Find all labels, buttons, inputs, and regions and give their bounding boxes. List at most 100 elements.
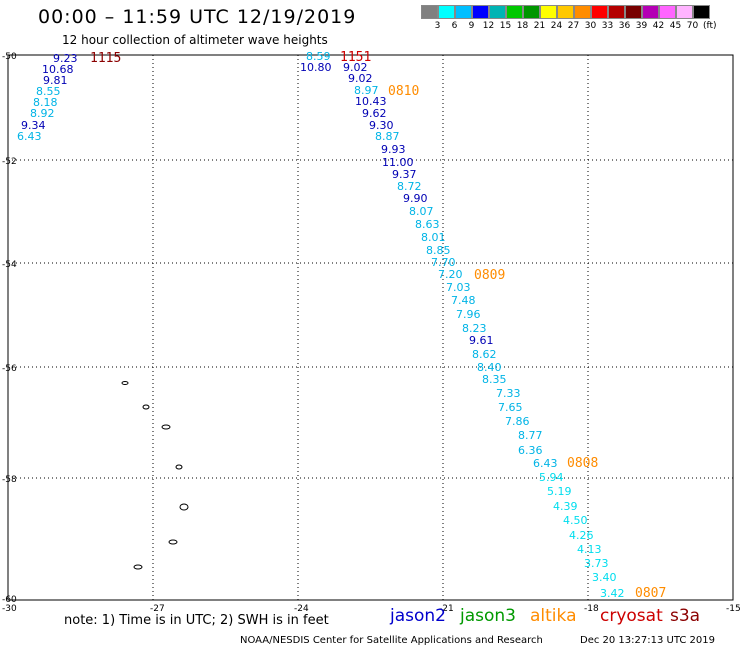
wave-height-value: 7.20 — [438, 268, 463, 281]
wave-height-value: 8.97 — [354, 84, 379, 97]
wave-height-value: 8.18 — [33, 96, 58, 109]
wave-height-value: 5.19 — [547, 485, 572, 498]
y-tick-label: -60 — [2, 595, 17, 605]
wave-height-value: 9.90 — [403, 192, 428, 205]
legend-swatch — [472, 5, 489, 19]
legend-swatch — [455, 5, 472, 19]
x-tick-label: -18 — [584, 604, 599, 614]
legend-swatch — [438, 5, 455, 19]
legend-label: 9 — [468, 21, 475, 31]
wave-height-value: 10.80 — [300, 61, 332, 74]
x-tick-label: -27 — [150, 604, 165, 614]
wave-height-value: 7.86 — [505, 415, 530, 428]
wave-height-value: 4.50 — [563, 514, 588, 527]
island-outline — [168, 539, 178, 545]
wave-height-value: 4.39 — [553, 500, 578, 513]
wave-height-value: 9.61 — [469, 334, 494, 347]
legend-label: 70 — [686, 21, 699, 31]
wave-height-value: 7.96 — [456, 308, 481, 321]
page-title: 00:00 – 11:59 UTC 12/19/2019 — [38, 6, 357, 28]
legend-swatch — [574, 5, 591, 19]
legend-labels: 3 6 9 12 15 18 21 24 27 30 33 36 39 42 45 70 (ft) — [421, 19, 717, 31]
wave-height-value: 8.35 — [482, 373, 507, 386]
pass-time-label: 0808 — [567, 456, 598, 471]
legend-swatch — [591, 5, 608, 19]
wave-height-value: 5.94 — [539, 471, 564, 484]
x-tick-label: -24 — [294, 604, 309, 614]
wave-height-value: 9.81 — [43, 74, 68, 87]
wave-height-value: 6.43 — [17, 130, 42, 143]
legend-label: 27 — [567, 21, 580, 31]
wave-height-value: 3.42 — [600, 587, 625, 600]
legend-label: 36 — [618, 21, 631, 31]
y-tick-label: -52 — [2, 157, 17, 167]
wave-height-value: 8.23 — [462, 322, 487, 335]
legend-swatch — [506, 5, 523, 19]
legend-unit: (ft) — [703, 21, 717, 31]
wave-height-value: 6.36 — [518, 444, 543, 457]
wave-height-value: 8.59 — [306, 50, 331, 63]
wave-height-value: 8.92 — [30, 107, 55, 120]
pass-time-label: 0809 — [474, 268, 505, 283]
wave-height-value: 9.62 — [362, 107, 387, 120]
wave-height-value: 9.23 — [53, 52, 78, 65]
legend-swatch — [693, 5, 710, 19]
wave-height-value: 9.37 — [392, 168, 417, 181]
wave-height-value: 7.65 — [498, 401, 523, 414]
legend-label: 3 — [434, 21, 441, 31]
wave-height-value: 9.93 — [381, 143, 406, 156]
wave-height-value: 8.01 — [421, 231, 446, 244]
map-frame — [7, 54, 734, 601]
wave-height-value: 7.33 — [496, 387, 521, 400]
wave-height-value: 8.77 — [518, 429, 543, 442]
pass-time-label: 1115 — [90, 51, 121, 66]
wave-height-value: 4.26 — [569, 529, 594, 542]
satellite-altika: altika — [530, 606, 577, 626]
wave-height-value: 7.48 — [451, 294, 476, 307]
wave-height-value: 11.00 — [382, 156, 414, 169]
x-tick-label: -30 — [2, 604, 17, 614]
legend-label: 18 — [516, 21, 529, 31]
satellite-s3a: s3a — [670, 606, 701, 626]
legend-label: 30 — [584, 21, 597, 31]
legend-swatch — [489, 5, 506, 19]
wave-height-value: 4.13 — [577, 543, 602, 556]
island-outline — [161, 424, 171, 430]
wave-height-value: 8.85 — [426, 244, 451, 257]
wave-height-value: 10.43 — [355, 95, 387, 108]
legend-label: 33 — [601, 21, 614, 31]
wave-height-value: 9.02 — [343, 61, 368, 74]
legend-label: 42 — [652, 21, 665, 31]
y-tick-label: -54 — [2, 260, 17, 270]
legend-label: 15 — [499, 21, 512, 31]
axis-tick-labels: -30 -27 -24 -21 -18 -15 -50 -52 -54 -56 -58 -60 — [2, 52, 740, 614]
legend-swatch — [642, 5, 659, 19]
island-outline — [179, 503, 189, 511]
legend-swatch — [625, 5, 642, 19]
wave-height-value: 6.43 — [533, 457, 558, 470]
generated-timestamp: Dec 20 13:27:13 UTC 2019 — [580, 635, 715, 646]
wave-height-value: 8.07 — [409, 205, 434, 218]
y-tick-label: -58 — [2, 475, 17, 485]
map-grid — [7, 54, 734, 601]
wave-height-value: 8.72 — [397, 180, 422, 193]
y-tick-label: -50 — [2, 52, 17, 62]
footnote: note: 1) Time is in UTC; 2) SWH is in fe… — [64, 613, 329, 628]
legend-label: 39 — [635, 21, 648, 31]
satellite-jason2: jason2 — [390, 606, 446, 626]
legend-swatch — [676, 5, 693, 19]
wave-height-value: 7.03 — [446, 281, 471, 294]
island-outline — [142, 404, 150, 410]
x-tick-label: -21 — [439, 604, 454, 614]
page-subtitle: 12 hour collection of altimeter wave hei… — [62, 33, 328, 47]
y-tick-label: -56 — [2, 364, 17, 374]
satellite-jason3: jason3 — [460, 606, 516, 626]
pass-time-label: 0807 — [635, 586, 666, 601]
legend-swatch — [557, 5, 574, 19]
legend-label: 24 — [550, 21, 563, 31]
legend-swatch — [608, 5, 625, 19]
legend-label: 21 — [533, 21, 546, 31]
wave-height-value: 9.30 — [369, 119, 394, 132]
